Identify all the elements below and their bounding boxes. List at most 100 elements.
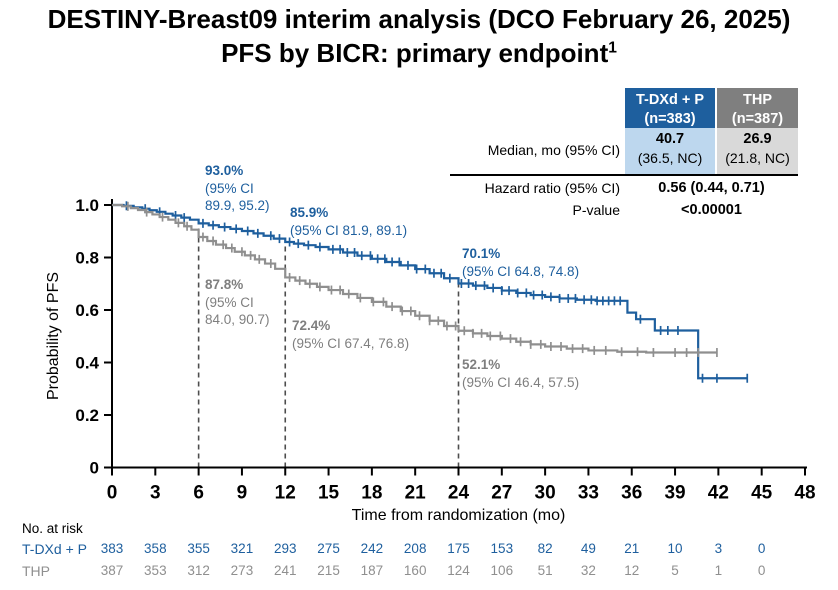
risk-value-tdxd-6mo: 355 xyxy=(187,541,210,556)
median-ci-tdxd: (36.5, NC) xyxy=(637,149,703,166)
landmark-annotation-thp-12mo: 72.4% (95% CI 67.4, 76.8) xyxy=(292,317,409,352)
median-value-tdxd: 40.7 xyxy=(655,131,685,147)
km-curve-tdxd xyxy=(112,203,748,380)
risk-value-tdxd-42mo: 3 xyxy=(714,541,723,556)
landmark-percentage: 93.0% xyxy=(205,163,244,178)
title-line-2: PFS by BICR: primary endpoint1 xyxy=(221,37,617,68)
landmark-ci: (95% CI 46.4, 57.5) xyxy=(462,374,580,390)
landmark-percentage: 70.1% xyxy=(462,246,501,261)
risk-table-title: No. at risk xyxy=(22,521,83,536)
x-tick-label: 48 xyxy=(794,483,815,504)
landmark-ci: 84.0, 90.7) xyxy=(205,312,270,328)
risk-value-tdxd-30mo: 82 xyxy=(537,541,553,556)
x-tick-label: 45 xyxy=(751,483,773,504)
x-tick-label: 6 xyxy=(193,483,204,504)
y-tick-label: 1.0 xyxy=(75,196,99,215)
risk-value-tdxd-15mo: 275 xyxy=(317,541,340,556)
x-tick-label: 33 xyxy=(578,483,599,504)
x-tick-label: 9 xyxy=(237,483,248,504)
pvalue-label: P-value xyxy=(572,202,620,218)
x-tick-label: 24 xyxy=(448,483,470,504)
footnote-marker: 1 xyxy=(608,39,617,57)
risk-value-tdxd-12mo: 293 xyxy=(273,541,297,556)
risk-value-thp-39mo: 5 xyxy=(671,563,679,578)
median-cell-tdxd: 40.7 (36.5, NC) xyxy=(625,128,715,174)
pvalue-value: <0.00001 xyxy=(681,202,742,218)
risk-value-thp-6mo: 312 xyxy=(187,563,210,578)
stats-header-thp: THP (n=387) xyxy=(717,88,798,128)
landmark-percentage: 52.1% xyxy=(462,357,501,372)
risk-value-thp-27mo: 106 xyxy=(490,563,514,578)
landmark-percentage: 85.9% xyxy=(290,205,329,220)
y-tick-label: 0.8 xyxy=(75,249,99,268)
stats-header-tdxd: T-DXd + P (n=383) xyxy=(625,88,715,128)
risk-value-tdxd-0mo: 383 xyxy=(100,541,124,556)
y-tick-label: 0 xyxy=(90,459,99,478)
x-tick-label: 36 xyxy=(621,483,642,504)
y-tick-label: 0.2 xyxy=(75,406,99,425)
risk-value-thp-30mo: 51 xyxy=(537,563,553,578)
median-value-thp: 26.9 xyxy=(743,131,772,147)
stats-header-thp-name: THP xyxy=(743,92,772,108)
risk-value-tdxd-21mo: 208 xyxy=(403,541,427,556)
risk-value-tdxd-39mo: 10 xyxy=(667,541,683,556)
risk-value-tdxd-45mo: 0 xyxy=(757,541,766,556)
stats-header-thp-n: (n=387) xyxy=(731,110,784,127)
landmark-ci: (95% CI 67.4, 76.8) xyxy=(292,335,410,351)
x-tick-label: 12 xyxy=(275,483,296,504)
landmark-ci: (95% CI 64.8, 74.8) xyxy=(462,263,580,279)
risk-value-thp-36mo: 12 xyxy=(624,563,640,578)
landmark-ci: (95% CI xyxy=(205,180,254,196)
title-line-1: DESTINY-Breast09 interim analysis (DCO F… xyxy=(47,4,791,34)
x-tick-label: 30 xyxy=(535,483,556,504)
hazard-ratio-value: 0.56 (0.44, 0.71) xyxy=(658,180,765,196)
y-tick-label: 0.4 xyxy=(75,354,99,373)
risk-value-thp-3mo: 353 xyxy=(144,563,167,578)
median-row-label: Median, mo (95% CI) xyxy=(487,142,620,158)
risk-value-thp-42mo: 1 xyxy=(714,563,723,578)
median-ci-thp: (21.8, NC) xyxy=(725,149,790,166)
risk-value-tdxd-33mo: 49 xyxy=(580,541,596,556)
landmark-annotation-tdxd-6mo: 93.0% (95% CI 89.9, 95.2) xyxy=(205,162,270,215)
risk-value-thp-12mo: 241 xyxy=(273,563,297,578)
x-tick-label: 42 xyxy=(708,483,729,504)
stats-table-divider xyxy=(450,174,798,176)
risk-value-tdxd-18mo: 242 xyxy=(360,541,384,556)
x-tick-label: 15 xyxy=(318,483,340,504)
risk-value-tdxd-3mo: 358 xyxy=(144,541,167,556)
risk-value-tdxd-36mo: 21 xyxy=(624,541,640,556)
stats-header-tdxd-name: T-DXd + P xyxy=(635,92,705,108)
risk-value-tdxd-24mo: 175 xyxy=(447,541,470,556)
x-axis-title: Time from randomization (mo) xyxy=(351,507,566,524)
risk-value-thp-9mo: 273 xyxy=(230,563,254,578)
landmark-ci: (95% CI 81.9, 89.1) xyxy=(290,222,408,238)
risk-value-tdxd-27mo: 153 xyxy=(490,541,514,556)
landmark-ci: 89.9, 95.2) xyxy=(205,198,270,214)
y-axis-title: Probability of PFS xyxy=(45,271,62,401)
x-tick-label: 39 xyxy=(664,483,685,504)
risk-row-label-thp: THP xyxy=(22,563,50,579)
landmark-annotation-thp-24mo: 52.1% (95% CI 46.4, 57.5) xyxy=(462,356,579,391)
risk-value-thp-0mo: 387 xyxy=(100,563,124,578)
risk-row-label-tdxd: T-DXd + P xyxy=(22,541,87,557)
landmark-ci: (95% CI xyxy=(205,294,254,310)
x-tick-label: 27 xyxy=(491,483,512,504)
stats-table: T-DXd + P (n=383) THP (n=387) Median, mo… xyxy=(450,88,798,230)
risk-value-thp-21mo: 160 xyxy=(403,563,427,578)
y-tick-label: 0.6 xyxy=(75,301,99,320)
x-tick-label: 21 xyxy=(405,483,427,504)
page-title: DESTINY-Breast09 interim analysis (DCO F… xyxy=(0,3,838,71)
x-tick-label: 0 xyxy=(107,483,118,504)
x-tick-label: 18 xyxy=(361,483,382,504)
risk-value-thp-15mo: 215 xyxy=(317,563,340,578)
km-curve-thp xyxy=(112,203,717,354)
risk-value-thp-24mo: 124 xyxy=(447,563,470,578)
x-tick-label: 3 xyxy=(150,483,161,504)
landmark-annotation-tdxd-24mo: 70.1% (95% CI 64.8, 74.8) xyxy=(462,245,579,280)
risk-value-tdxd-9mo: 321 xyxy=(230,541,254,556)
risk-value-thp-45mo: 0 xyxy=(757,563,766,578)
landmark-annotation-tdxd-12mo: 85.9% (95% CI 81.9, 89.1) xyxy=(290,204,407,239)
median-cell-thp: 26.9 (21.8, NC) xyxy=(717,128,798,174)
